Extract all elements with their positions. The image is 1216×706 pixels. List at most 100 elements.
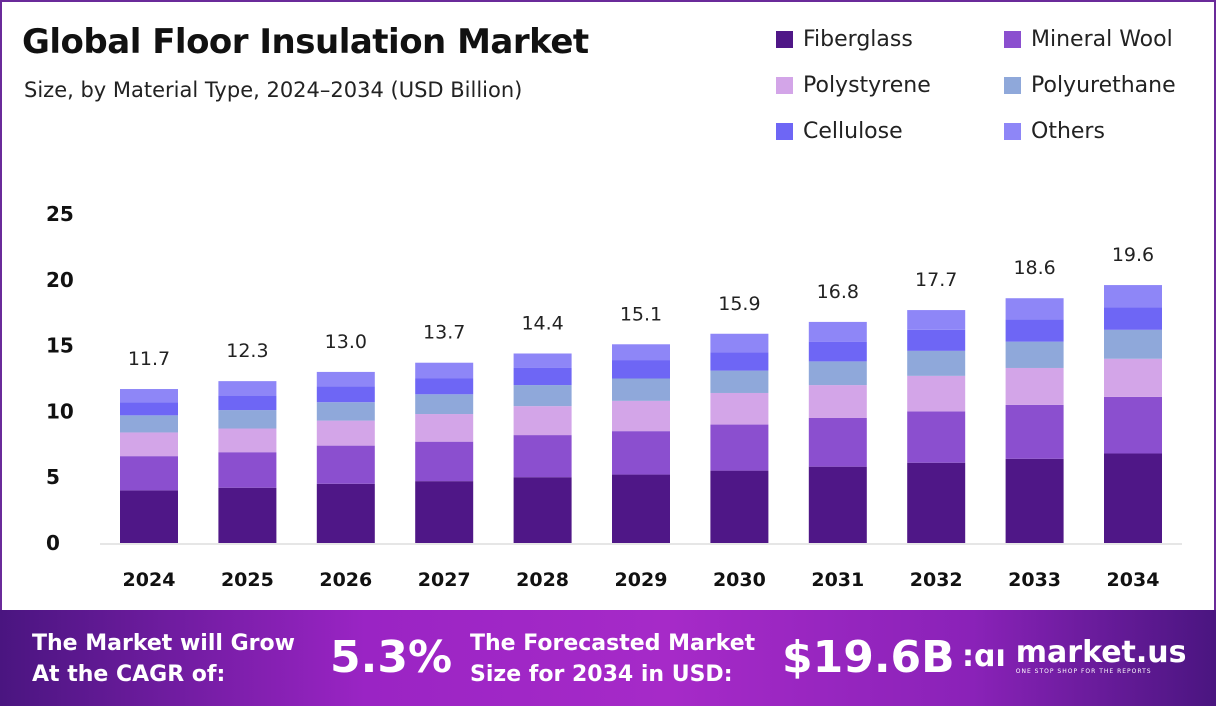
legend-label: Polystyrene [803,72,931,98]
bar-segment-others [218,381,277,396]
bar-segment-polyurethane [415,394,474,415]
bar-segment-polyurethane [612,378,670,401]
bar-segment-cellulose [218,395,277,411]
bar-segment-others [808,321,867,342]
bar-segment-mineral-wool [218,452,277,488]
bar-segment-cellulose [1005,319,1064,342]
brand-tagline: ONE STOP SHOP FOR THE REPORTS [1015,668,1152,675]
bar-segment-others [415,362,474,379]
legend-item-polyurethane: Polyurethane [1004,70,1204,100]
bar-segment-mineral-wool [1005,404,1064,459]
bar-segment-polystyrene [808,385,867,418]
brand-name: market.us [1015,635,1187,670]
bar-total-label: 13.7 [423,322,465,344]
bar-segment-polystyrene [120,432,178,457]
y-tick-label: 0 [46,531,60,555]
bar-segment-polystyrene [513,406,572,436]
x-tick-label: 2030 [713,569,766,591]
bar-segment-polyurethane [710,370,769,393]
legend-swatch [1004,122,1021,140]
y-tick-label: 15 [46,334,74,358]
bar-segment-others [710,333,769,353]
legend-label: Others [1031,118,1105,144]
bar-segment-polystyrene [710,392,769,425]
bar-segment-mineral-wool [513,435,572,478]
legend-item-others: Others [1004,116,1204,146]
bar-total-label: 14.4 [521,312,563,334]
bar-segment-others [120,389,178,403]
bar-total-label: 17.7 [915,269,957,291]
bar-segment-polyurethane [1005,341,1064,368]
brand-logo: :ɑı market.us ONE STOP SHOP FOR THE REPOR… [962,635,1187,676]
legend-item-cellulose: Cellulose [776,116,1004,146]
chart-subtitle: Size, by Material Type, 2024–2034 (USD B… [24,78,523,102]
bar-segment-cellulose [1104,307,1162,330]
legend-label: Cellulose [803,118,903,144]
bar-segment-cellulose [710,352,769,371]
bar-segment-fiberglass [808,466,867,543]
bar-segment-polystyrene [907,375,966,412]
chart-title: Global Floor Insulation Market [22,22,589,62]
forecast-label-line1: The Forecasted Market [470,631,756,656]
forecast-label-line2: Size for 2034 in USD: [470,662,733,687]
legend-swatch [1004,30,1021,48]
bar-segment-polyurethane [120,415,178,433]
bar-segment-fiberglass [1104,453,1162,543]
bar-total-label: 15.1 [620,303,662,325]
x-tick-label: 2031 [811,569,864,591]
forecast-label: The Forecasted Market Size for 2034 in US… [470,628,755,690]
bar-segment-mineral-wool [612,431,670,475]
bar-segment-cellulose [120,402,178,416]
legend-swatch [776,122,793,140]
bar-segment-others [316,371,375,387]
bar-segment-polystyrene [1104,358,1162,397]
legend-swatch [776,76,793,94]
legend-item-mineral-wool: Mineral Wool [1004,24,1204,54]
bar-total-label: 12.3 [226,340,268,362]
bar-segment-others [907,310,966,330]
y-tick-label: 20 [46,268,74,292]
bar-segment-fiberglass [710,470,769,543]
bar-segment-cellulose [907,329,966,351]
legend-swatch [776,30,793,48]
cagr-label: The Market will Grow At the CAGR of: [32,628,295,690]
bar-total-label: 15.9 [718,293,760,315]
bar-segment-others [612,344,670,361]
bar-total-label: 18.6 [1013,257,1055,279]
x-tick-label: 2028 [516,569,569,591]
bar-total-label: 19.6 [1112,244,1154,266]
legend-swatch [1004,76,1021,94]
legend-item-fiberglass: Fiberglass [776,24,1004,54]
bar-segment-fiberglass [612,474,670,543]
bar-segment-polystyrene [316,420,375,446]
bar-segment-fiberglass [120,490,178,543]
x-tick-label: 2027 [418,569,471,591]
cagr-value: 5.3% [330,632,453,683]
bar-total-label: 11.7 [128,348,170,370]
bar-segment-mineral-wool [710,424,769,471]
bar-segment-others [1005,298,1064,320]
bar-segment-others [513,353,572,368]
bar-segment-cellulose [808,341,867,362]
bar-segment-fiberglass [415,481,474,543]
legend-label: Polyurethane [1031,72,1176,98]
brand-mark-icon: :ɑı [962,639,1006,674]
y-tick-label: 5 [46,465,60,489]
bar-total-label: 16.8 [817,281,859,303]
bar-segment-polyurethane [316,402,375,421]
bar-segment-mineral-wool [316,445,375,484]
bar-segment-polyurethane [1104,329,1162,359]
bar-segment-polyurethane [808,361,867,386]
bar-segment-fiberglass [1005,458,1064,543]
bar-segment-polyurethane [907,350,966,376]
bar-segment-mineral-wool [415,441,474,482]
bar-segment-mineral-wool [808,417,867,467]
bar-segment-cellulose [415,378,474,395]
bar-segment-polyurethane [218,410,277,429]
x-tick-label: 2025 [221,569,274,591]
bar-segment-polystyrene [1005,367,1064,405]
legend-label: Fiberglass [803,26,913,52]
x-tick-label: 2033 [1008,569,1061,591]
cagr-label-line1: The Market will Grow [32,631,295,656]
bar-total-label: 13.0 [325,331,367,353]
